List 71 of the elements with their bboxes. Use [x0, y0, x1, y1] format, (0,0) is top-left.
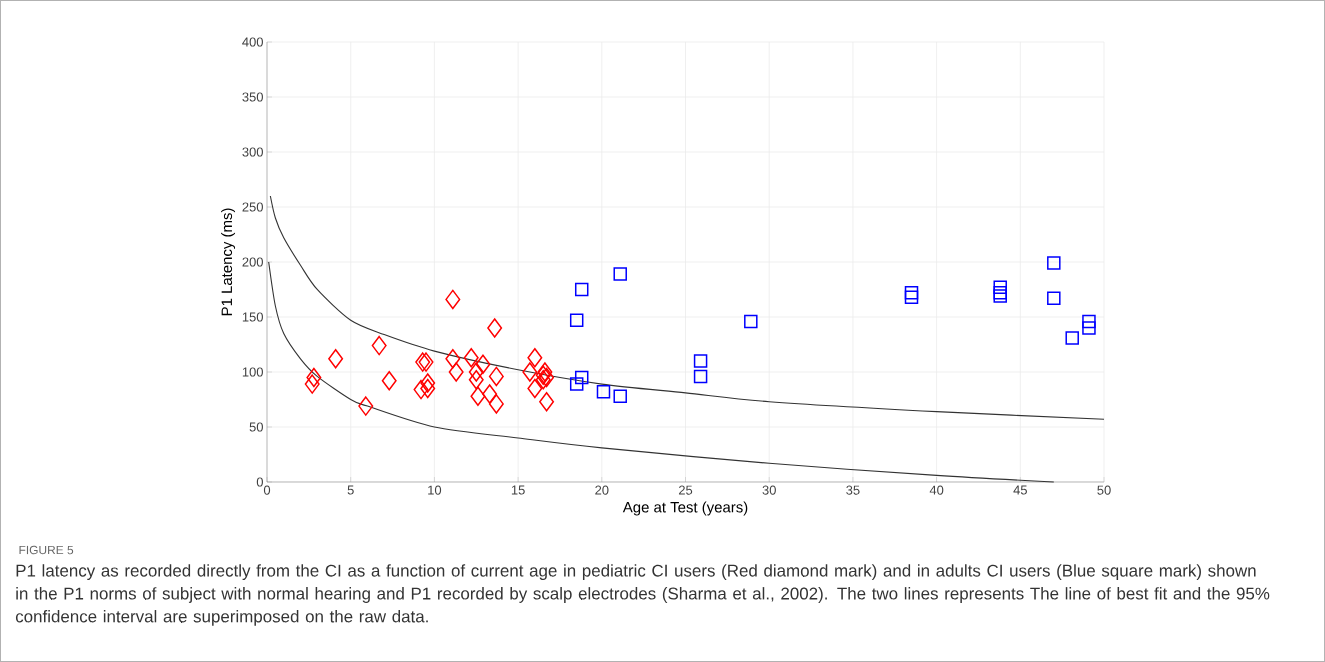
point — [522, 362, 538, 382]
x-tick-label: 20 — [595, 485, 609, 495]
x-tick-label: 5 — [347, 485, 354, 495]
point — [693, 369, 708, 384]
point — [328, 349, 344, 369]
point — [371, 335, 387, 356]
point — [527, 378, 543, 399]
x-tick-label: 30 — [762, 485, 776, 495]
point — [448, 362, 464, 382]
point — [535, 369, 551, 390]
x-tick-label: 50 — [1097, 485, 1111, 495]
point — [306, 367, 322, 388]
point — [488, 366, 504, 387]
point — [475, 354, 491, 375]
point — [569, 377, 584, 391]
x-tick-label: 10 — [428, 485, 442, 495]
point — [381, 371, 397, 391]
point — [574, 370, 589, 385]
point — [1047, 256, 1061, 270]
point — [539, 391, 555, 412]
point — [539, 367, 555, 388]
point — [744, 314, 758, 329]
y-tick-label: 50 — [249, 422, 263, 432]
point — [1082, 321, 1096, 335]
line-series — [269, 195, 1105, 420]
y-tick-label: 0 — [256, 477, 263, 487]
point — [574, 282, 589, 297]
y-tick-label: 350 — [242, 92, 263, 102]
point — [569, 313, 584, 328]
y-tick-label: 150 — [242, 312, 263, 322]
point — [488, 394, 504, 414]
point — [413, 379, 429, 400]
point — [693, 354, 708, 368]
y-tick-label: 400 — [242, 37, 263, 47]
x-tick-label: 40 — [929, 485, 944, 495]
point — [537, 362, 553, 382]
point — [445, 349, 461, 369]
x-tick-label: 35 — [846, 485, 860, 495]
y-axis-title: P1 Latency (ms) — [221, 208, 236, 316]
point — [527, 347, 543, 368]
y-tick-label: 100 — [242, 367, 263, 377]
line-series — [268, 261, 1055, 483]
y-tick-label: 250 — [242, 202, 263, 212]
x-tick-label: 15 — [511, 485, 525, 495]
x-tick-label: 45 — [1013, 485, 1027, 495]
y-tick-label: 200 — [242, 257, 263, 267]
point — [463, 347, 479, 368]
point — [1065, 331, 1079, 345]
point — [613, 389, 627, 403]
x-axis-title: Age at Test (years) — [622, 501, 748, 516]
point — [470, 386, 486, 406]
point — [468, 369, 484, 390]
point — [596, 385, 611, 399]
point — [445, 289, 461, 310]
point — [420, 373, 436, 393]
caption: FIGURE 5 — [19, 545, 74, 555]
point — [904, 286, 919, 300]
x-tick-label: 0 — [263, 485, 271, 495]
point — [1082, 314, 1096, 329]
point — [420, 378, 436, 399]
point — [468, 362, 484, 382]
point — [487, 318, 503, 338]
point — [904, 290, 919, 304]
text: P1 latency as recorded directly from the CI as a function of current age in pediatric CI users (Red diamond mark) and in adults CI users (Blue square mark) shown in the P1 norms of subject with normal hearing and P1 recorded by scalp electrodes (Sharma et al., 2002). The two lines represents The line of best fit and the 95% confidence interval are superimposed on the raw data. — [15, 564, 1270, 626]
point — [304, 374, 320, 394]
y-tick-label: 300 — [242, 147, 263, 157]
point — [1047, 291, 1061, 306]
point — [358, 396, 374, 416]
point — [613, 267, 627, 281]
x-tick-label: 25 — [678, 485, 693, 495]
point — [482, 384, 498, 404]
